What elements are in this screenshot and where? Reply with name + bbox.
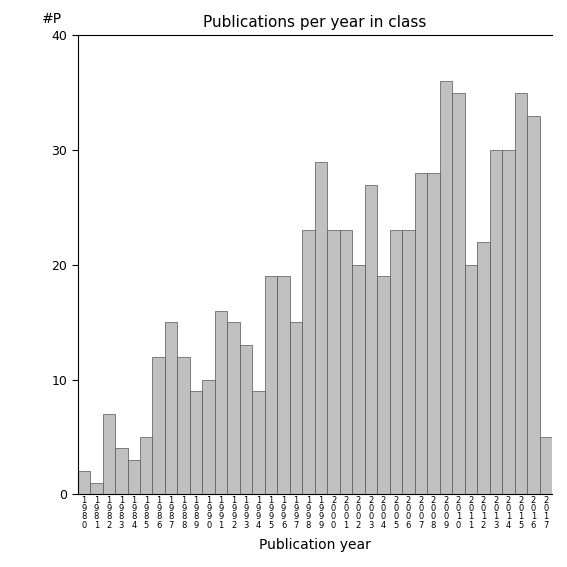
Bar (90, 483, 103, 494)
Bar (265, 276, 277, 494)
Bar (427, 173, 439, 494)
Bar (365, 184, 377, 494)
Bar (489, 150, 502, 494)
Bar (190, 391, 202, 494)
Bar (439, 81, 452, 494)
Bar (390, 230, 402, 494)
Bar (414, 173, 427, 494)
Bar (240, 345, 252, 494)
Bar (115, 448, 128, 494)
Bar (140, 437, 153, 494)
Bar (290, 322, 302, 494)
X-axis label: Publication year: Publication year (259, 538, 371, 552)
Bar (377, 276, 390, 494)
Bar (402, 230, 414, 494)
Bar (477, 242, 489, 494)
Bar (252, 391, 265, 494)
Bar (464, 265, 477, 494)
Bar (452, 93, 464, 494)
Bar (327, 230, 340, 494)
Bar (215, 311, 227, 494)
Y-axis label: #P: #P (41, 12, 62, 26)
Bar (514, 93, 527, 494)
Bar (302, 230, 315, 494)
Bar (502, 150, 514, 494)
Bar (527, 116, 540, 494)
Bar (340, 230, 352, 494)
Title: Publications per year in class: Publications per year in class (203, 15, 426, 30)
Bar (153, 357, 165, 494)
Bar (202, 380, 215, 494)
Bar (352, 265, 365, 494)
Bar (165, 322, 177, 494)
Bar (315, 162, 327, 494)
Bar (227, 322, 240, 494)
Bar (128, 460, 140, 494)
Bar (177, 357, 190, 494)
Bar (78, 471, 90, 494)
Bar (277, 276, 290, 494)
Bar (103, 414, 115, 494)
Bar (540, 437, 552, 494)
